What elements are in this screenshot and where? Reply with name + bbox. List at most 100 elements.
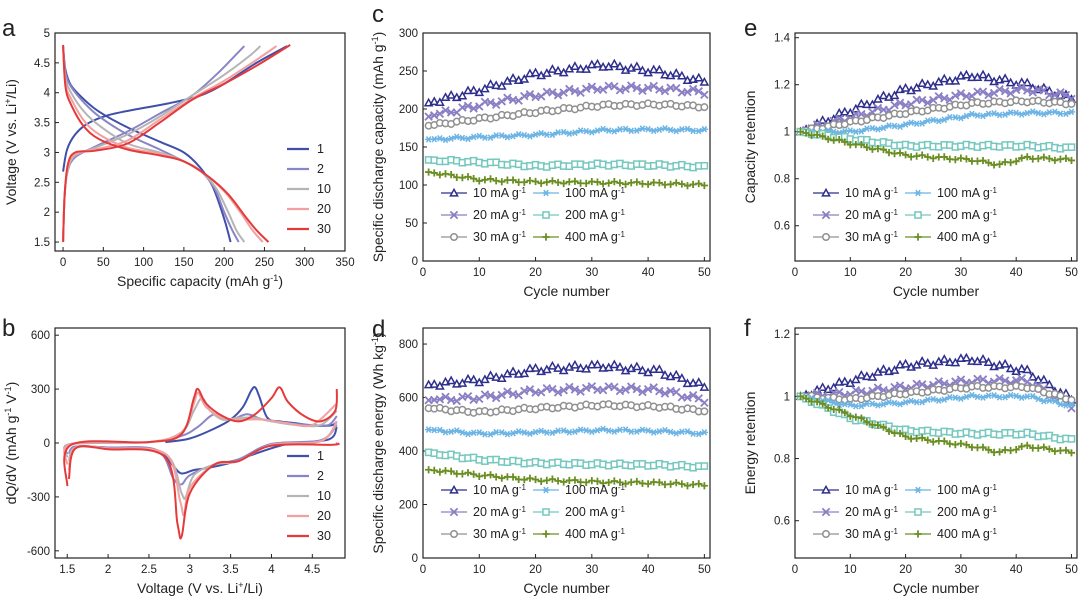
data-point — [498, 429, 506, 436]
x-tick-label: 3.5 — [223, 564, 239, 576]
data-point — [950, 75, 961, 85]
axis-label-part: Energy retention — [742, 392, 758, 495]
data-point — [447, 467, 455, 475]
legend-label-part: 200 mA g — [937, 208, 990, 222]
axis-label-part: ) — [370, 332, 386, 337]
data-point — [631, 61, 642, 71]
data-point — [695, 480, 703, 488]
data-point — [537, 179, 545, 187]
data-point — [940, 153, 948, 161]
legend-label: 30 mA g-1 — [473, 527, 527, 542]
data-point — [485, 370, 496, 380]
y-tick-label: 2 — [44, 207, 50, 219]
data-point — [923, 98, 932, 108]
legend-label: 10 — [317, 182, 331, 196]
data-point — [862, 371, 872, 381]
data-point — [526, 133, 534, 140]
data-point — [593, 127, 602, 134]
data-point — [631, 361, 642, 371]
data-point — [441, 392, 450, 402]
data-point — [660, 69, 670, 79]
y-axis-label: Energy retention — [742, 392, 758, 495]
data-point — [863, 418, 871, 426]
data-point — [537, 427, 545, 435]
data-point — [929, 438, 937, 446]
data-point — [1062, 446, 1070, 454]
data-point — [978, 353, 988, 363]
data-point — [1062, 154, 1070, 163]
data-point — [458, 174, 466, 182]
data-point — [979, 394, 987, 401]
data-point — [1067, 401, 1076, 408]
legend-label-part: 100 mA g — [565, 186, 618, 200]
data-point — [879, 145, 888, 154]
data-point — [660, 370, 670, 379]
legend-label: 200 mA g-1 — [565, 208, 625, 223]
legend-label: 10 mA g-1 — [473, 186, 527, 201]
data-point — [650, 127, 658, 135]
data-point — [582, 427, 590, 434]
data-point — [582, 179, 590, 187]
data-point — [700, 103, 709, 112]
data-point — [873, 383, 883, 392]
data-point — [525, 385, 535, 394]
data-point — [610, 477, 618, 485]
data-point — [918, 434, 926, 442]
data-point — [519, 368, 530, 378]
data-point — [961, 69, 972, 79]
legend-label-part: 200 mA g — [565, 505, 618, 519]
data-point — [868, 124, 877, 132]
data-point — [621, 125, 630, 133]
data-point — [654, 364, 665, 374]
legend-marker — [914, 508, 922, 516]
data-point — [491, 393, 501, 403]
data-point — [1023, 377, 1032, 387]
legend-superscript: -1 — [891, 208, 899, 217]
data-point — [463, 392, 473, 401]
data-point — [633, 477, 641, 486]
data-point — [498, 132, 506, 139]
data-point — [874, 421, 882, 429]
data-point — [984, 446, 993, 454]
x-tick-label: 200 — [215, 257, 234, 269]
data-point — [503, 133, 512, 141]
y-axis-label: Voltage (V vs. Li+/Li) — [3, 79, 19, 205]
data-point — [879, 124, 888, 132]
data-point — [950, 357, 961, 367]
data-point — [796, 128, 805, 136]
y-tick-label: 0 — [44, 438, 50, 450]
data-point — [1067, 99, 1076, 108]
panel-label: b — [2, 315, 15, 342]
data-point — [470, 174, 478, 183]
data-point — [548, 475, 557, 483]
data-point — [554, 477, 562, 485]
y-tick-label: 1.5 — [34, 237, 50, 249]
data-point — [429, 96, 440, 106]
data-point — [548, 429, 557, 437]
data-point — [676, 70, 687, 80]
data-point — [856, 370, 867, 379]
data-point — [967, 356, 977, 365]
data-point — [1034, 385, 1043, 393]
data-point — [989, 88, 999, 98]
data-point — [447, 135, 455, 142]
data-point — [962, 155, 971, 163]
legend-superscript: -1 — [618, 186, 626, 195]
data-point — [508, 366, 518, 376]
legend-superscript: -1 — [990, 527, 998, 536]
data-point — [962, 393, 971, 401]
axis-label-part: Capacity retention — [742, 91, 758, 204]
y-tick-label: 0.8 — [774, 454, 790, 466]
legend-label: 2 — [317, 469, 324, 483]
data-point — [683, 428, 692, 435]
data-point — [458, 470, 466, 478]
series-curve-30-charge — [63, 386, 338, 487]
data-point — [526, 176, 534, 185]
data-point — [1056, 88, 1065, 97]
data-point — [621, 426, 630, 433]
legend-label-part: 30 mA g — [845, 230, 891, 244]
data-point — [436, 468, 444, 476]
data-point — [1017, 83, 1026, 92]
data-point — [447, 428, 455, 435]
